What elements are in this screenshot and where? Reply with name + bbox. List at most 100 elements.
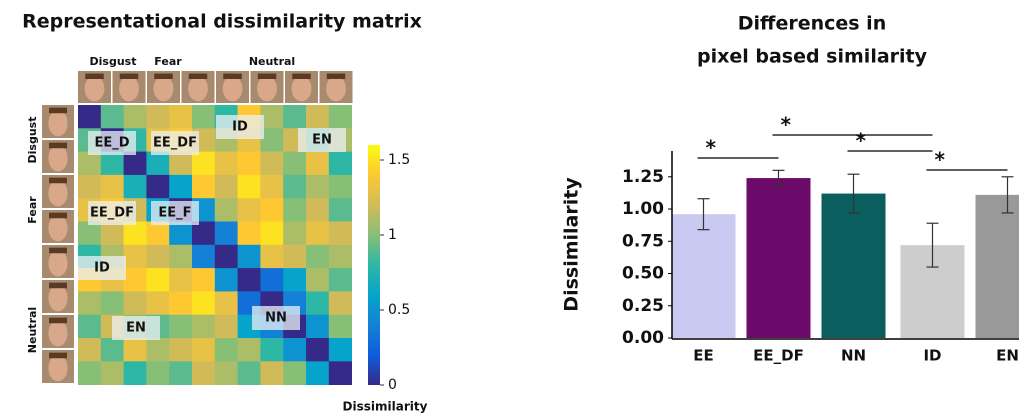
face [188, 76, 208, 102]
heatmap-cell [306, 291, 329, 315]
heatmap-cell [78, 338, 101, 362]
hair [49, 213, 67, 219]
heatmap-cell [329, 291, 352, 315]
heatmap-cell [192, 291, 215, 315]
heatmap-cell [215, 338, 238, 362]
face [257, 76, 277, 102]
heatmap-cell [260, 361, 283, 385]
heatmap-cell [283, 175, 306, 199]
heatmap-cell [169, 361, 192, 385]
heatmap-cell [78, 222, 101, 246]
annotation: EE_DF [153, 136, 197, 151]
heatmap-cell [329, 338, 352, 362]
bar-title-line: Differences in [738, 13, 886, 35]
heatmap-cell [306, 315, 329, 339]
heatmap-cell [260, 222, 283, 246]
heatmap-cell [78, 175, 101, 199]
colorbar-tick-label: 1.5 [388, 152, 410, 168]
heatmap-cell [329, 222, 352, 246]
heatmap-cell [169, 245, 192, 269]
heatmap-cell [283, 198, 306, 222]
hair [85, 74, 103, 79]
heatmap-cell [78, 291, 101, 315]
heatmap-cell [238, 338, 261, 362]
heatmap-cell [192, 175, 215, 199]
heatmap-cell [238, 175, 261, 199]
heatmap-cell [306, 268, 329, 292]
bar [822, 194, 886, 338]
face [119, 76, 139, 102]
annotation: EE_DF [90, 206, 134, 221]
hair [49, 178, 67, 184]
heatmap-cell [306, 152, 329, 176]
x-tick-label: EE [693, 347, 714, 365]
heatmap-cell [101, 105, 124, 129]
heatmap-cell [192, 222, 215, 246]
heatmap-cell [260, 152, 283, 176]
heatmap-cell [260, 245, 283, 269]
heatmap-cell [124, 338, 147, 362]
heatmap-cell [192, 315, 215, 339]
heatmap-cell [169, 105, 192, 129]
heatmap-cell [169, 152, 192, 176]
heatmap-cell [215, 291, 238, 315]
figure: Representational dissimilarity matrix Di… [0, 0, 1019, 415]
heatmap-cell [192, 361, 215, 385]
y-tick-label: 0.75 [622, 231, 664, 251]
face [223, 76, 243, 102]
heatmap-cell [124, 291, 147, 315]
heatmap-cell [329, 105, 352, 129]
heatmap-cell [215, 175, 238, 199]
heatmap-cell [146, 222, 169, 246]
heatmap-cell [329, 315, 352, 339]
heatmap-cell [215, 152, 238, 176]
heatmap-cell [192, 152, 215, 176]
heatmap-cell [260, 268, 283, 292]
y-tick-label: 0.25 [622, 296, 664, 316]
colorbar [368, 145, 380, 385]
heatmap-cell [215, 198, 238, 222]
annotation: EN [312, 133, 332, 148]
heatmap-cell [192, 338, 215, 362]
x-tick-label: ID [923, 347, 941, 365]
group-label: Fear [154, 55, 182, 68]
face [292, 76, 312, 102]
heatmap-cell [78, 105, 101, 129]
hair [49, 248, 67, 254]
x-tick-label: EE_DF [753, 347, 804, 365]
heatmap-cell [146, 268, 169, 292]
x-tick-label: NN [841, 347, 866, 365]
hair [49, 143, 67, 149]
hair [327, 74, 345, 79]
heatmap-cell [101, 175, 124, 199]
face [48, 285, 67, 311]
colorbar-tick-label: 1 [388, 227, 397, 243]
hair [154, 74, 172, 79]
heatmap-title: Representational dissimilarity matrix [22, 11, 422, 33]
heatmap-cell [283, 105, 306, 129]
heatmap-cell [146, 175, 169, 199]
heatmap-cell [124, 245, 147, 269]
heatmap-cell [101, 152, 124, 176]
heatmap-cell [329, 361, 352, 385]
heatmap-cell [192, 105, 215, 129]
face [154, 76, 174, 102]
group-label: Disgust [26, 117, 39, 164]
heatmap-cell [283, 268, 306, 292]
heatmap-cell [283, 361, 306, 385]
heatmap-cell [192, 268, 215, 292]
significance-label: * [935, 148, 946, 172]
heatmap-cell [169, 315, 192, 339]
y-tick-label: 0.00 [622, 328, 664, 348]
group-label: Neutral [26, 307, 39, 353]
significance-label: * [706, 136, 717, 160]
y-tick-label: 0.50 [622, 264, 664, 284]
annotation: EE_D [94, 136, 129, 151]
heatmap-cell [238, 152, 261, 176]
heatmap-cell [306, 198, 329, 222]
heatmap-cell [146, 338, 169, 362]
heatmap-cell [101, 361, 124, 385]
heatmap-cell [329, 152, 352, 176]
face [48, 320, 67, 346]
bar [747, 178, 811, 338]
